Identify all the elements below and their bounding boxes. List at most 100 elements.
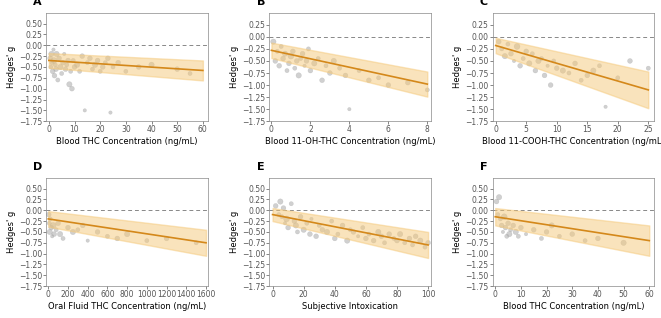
- Point: [90, 62, 100, 67]
- Point: [299, 63, 310, 68]
- Point: [513, 234, 524, 239]
- Point: [502, 234, 512, 239]
- Point: [72, 62, 83, 67]
- X-axis label: Blood 11-COOH-THC Concentration (ng/mL): Blood 11-COOH-THC Concentration (ng/mL): [482, 137, 661, 146]
- Point: [293, 73, 304, 78]
- Point: [44, 229, 55, 234]
- Y-axis label: Hedges' g: Hedges' g: [453, 211, 462, 253]
- Point: [327, 218, 337, 224]
- Point: [524, 61, 535, 66]
- Point: [325, 71, 335, 76]
- Point: [291, 223, 301, 228]
- Point: [97, 65, 108, 70]
- Point: [289, 218, 299, 224]
- Point: [582, 73, 592, 78]
- Point: [51, 66, 61, 72]
- Point: [63, 58, 73, 63]
- Point: [85, 56, 95, 61]
- Point: [345, 227, 356, 232]
- Point: [288, 49, 298, 54]
- Point: [46, 225, 56, 230]
- Point: [49, 58, 59, 63]
- Point: [422, 87, 432, 93]
- Point: [77, 223, 88, 228]
- Point: [404, 236, 414, 241]
- Point: [297, 51, 308, 56]
- Point: [283, 225, 293, 230]
- Point: [77, 54, 87, 59]
- Point: [594, 63, 605, 68]
- Point: [54, 56, 64, 61]
- Point: [567, 232, 578, 237]
- Point: [551, 66, 562, 71]
- Point: [547, 223, 557, 228]
- Point: [313, 56, 323, 61]
- Point: [286, 54, 296, 59]
- Point: [542, 63, 553, 68]
- Point: [292, 229, 303, 234]
- Point: [521, 49, 531, 54]
- Point: [105, 110, 116, 115]
- Point: [329, 236, 340, 241]
- Point: [503, 221, 514, 226]
- Point: [47, 234, 58, 239]
- Point: [337, 223, 348, 228]
- Point: [65, 69, 76, 74]
- Point: [364, 232, 374, 237]
- Point: [67, 86, 77, 91]
- Point: [496, 46, 507, 52]
- Point: [82, 60, 93, 65]
- Point: [332, 232, 343, 237]
- Point: [48, 47, 59, 52]
- Point: [491, 199, 502, 204]
- Point: [120, 69, 131, 74]
- Point: [317, 78, 327, 83]
- Point: [618, 240, 629, 245]
- Point: [564, 71, 574, 76]
- Point: [506, 51, 516, 56]
- Point: [492, 212, 503, 217]
- Point: [348, 229, 359, 234]
- Point: [46, 65, 56, 70]
- Point: [45, 216, 56, 221]
- Point: [364, 78, 374, 83]
- Point: [580, 238, 590, 243]
- Point: [102, 56, 113, 61]
- Point: [274, 63, 284, 68]
- Point: [306, 216, 317, 221]
- X-axis label: Blood THC Concentration (ng/mL): Blood THC Concentration (ng/mL): [56, 137, 198, 146]
- Point: [134, 65, 144, 70]
- Point: [536, 236, 547, 241]
- Point: [295, 56, 306, 61]
- Y-axis label: Hedges' g: Hedges' g: [7, 211, 16, 253]
- Point: [384, 232, 395, 237]
- Point: [53, 221, 63, 226]
- Point: [643, 66, 654, 71]
- Point: [361, 236, 371, 241]
- Point: [45, 56, 56, 61]
- Point: [69, 65, 80, 70]
- Point: [55, 65, 65, 70]
- Point: [50, 62, 61, 67]
- Point: [191, 240, 202, 245]
- Point: [549, 59, 559, 64]
- Point: [593, 236, 603, 241]
- Point: [379, 240, 390, 245]
- Point: [268, 39, 279, 44]
- Point: [280, 221, 290, 226]
- Point: [113, 60, 124, 65]
- Point: [305, 232, 315, 237]
- Point: [329, 59, 339, 64]
- Point: [274, 212, 284, 217]
- Point: [358, 225, 368, 230]
- Point: [280, 51, 290, 56]
- Point: [376, 234, 387, 239]
- Point: [570, 61, 580, 66]
- Point: [56, 71, 67, 76]
- Point: [48, 223, 58, 228]
- Point: [278, 56, 288, 61]
- Point: [108, 65, 118, 70]
- X-axis label: Blood 11-OH-THC Concentration (ng/mL): Blood 11-OH-THC Concentration (ng/mL): [265, 137, 436, 146]
- Point: [282, 68, 292, 73]
- Point: [541, 229, 552, 234]
